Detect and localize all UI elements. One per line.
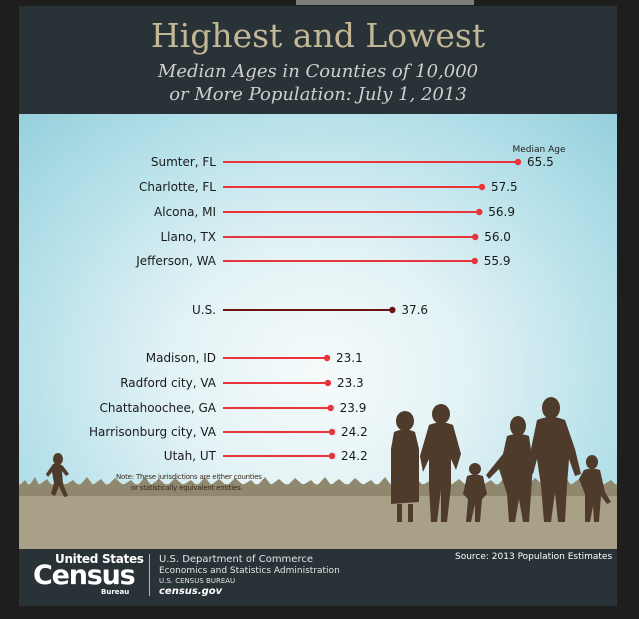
bar-endpoint [476, 208, 483, 216]
bars-layer: Sumter, FL 65.5 Charlotte, FL 57.5 Alcona, M… [89, 155, 554, 463]
category-label: Llano, TX [161, 230, 217, 244]
category-label: Madison, ID [146, 351, 216, 365]
bar-endpoint [323, 354, 331, 362]
footer-divider [149, 554, 150, 596]
grandmother-silhouette [391, 411, 419, 522]
value-label: 57.5 [491, 180, 518, 194]
footnote-line2: or statistically equivalent entities. [131, 484, 243, 492]
category-label: Alcona, MI [154, 205, 216, 219]
category-label: Jefferson, WA [135, 254, 217, 268]
website-link[interactable]: census.gov [159, 586, 223, 597]
administration-name: Economics and Statistics Administration [159, 566, 340, 576]
category-label: Charlotte, FL [139, 180, 216, 194]
series-label: Median Age [512, 145, 565, 155]
footer-bar [19, 549, 617, 606]
value-label: 37.6 [401, 303, 428, 317]
value-label: 23.3 [337, 376, 364, 390]
father-silhouette [527, 397, 581, 522]
department-name: U.S. Department of Commerce [159, 554, 313, 565]
bar-endpoint [514, 158, 522, 166]
value-label: 56.0 [484, 230, 511, 244]
census-logo-wordmark: Census [33, 560, 136, 591]
chart-title: Highest and Lowest [150, 16, 486, 55]
infographic: Highest and Lowest Median Ages in Counti… [19, 6, 617, 606]
chart-subtitle-line2: or More Population: July 1, 2013 [169, 84, 467, 105]
median-age-chart: Median Age Sumter, FL 65.5 Charlotte, FL 57… [46, 145, 611, 522]
window-top-tab [296, 0, 474, 5]
older-child-silhouette [579, 455, 611, 522]
small-child-silhouette [463, 463, 487, 522]
category-label: Utah, UT [164, 449, 217, 463]
census-logo-bureau: Bureau [101, 588, 130, 596]
value-label: 24.2 [341, 449, 368, 463]
footnote: Note: These jurisdictions are either cou… [116, 472, 316, 494]
mother-silhouette [486, 416, 533, 522]
grandfather-silhouette [420, 404, 461, 522]
value-label: 65.5 [527, 155, 554, 169]
value-label: 55.9 [484, 254, 511, 268]
bar-endpoint [327, 404, 334, 412]
source-note: Source: 2013 Population Estimates [455, 552, 613, 562]
child-running-silhouette [46, 453, 69, 497]
bar-endpoint [471, 257, 478, 265]
category-label: U.S. [192, 303, 216, 317]
bar-endpoint [324, 379, 332, 387]
value-label: 23.9 [340, 401, 367, 415]
footnote-line1: Note: These jurisdictions are either cou… [116, 473, 262, 481]
bureau-name: U.S. CENSUS BUREAU [159, 577, 236, 585]
chart-subtitle-line1: Median Ages in Counties of 10,000 [157, 61, 479, 82]
value-label: 23.1 [336, 351, 363, 365]
family-silhouettes [46, 397, 611, 522]
category-label: Harrisonburg city, VA [89, 425, 217, 439]
category-label: Radford city, VA [120, 376, 217, 390]
census-logo-united-states: United States [55, 552, 144, 566]
bar-endpoint [389, 306, 396, 314]
value-label: 24.2 [341, 425, 368, 439]
header-banner: Highest and Lowest Median Ages in Counti… [19, 6, 617, 114]
category-label: Sumter, FL [151, 155, 216, 169]
bar-endpoint [472, 233, 479, 241]
bar-endpoint [478, 183, 486, 191]
bar-endpoint [328, 428, 336, 436]
bar-endpoint [328, 452, 336, 460]
category-label: Chattahoochee, GA [100, 401, 217, 415]
value-label: 56.9 [488, 205, 515, 219]
